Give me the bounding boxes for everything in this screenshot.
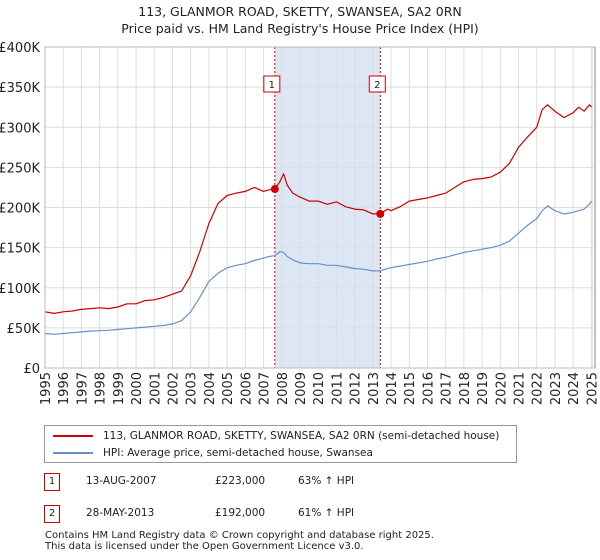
x-tick-label: 2020 — [494, 372, 509, 405]
sale-point — [376, 209, 385, 218]
footer-copyright: Contains HM Land Registry data © Crown c… — [45, 530, 434, 541]
legend-label-hpi: HPI: Average price, semi-detached house,… — [103, 447, 373, 459]
y-tick-label: £350K — [0, 81, 40, 96]
x-tick-label: 2003 — [185, 372, 200, 405]
sale-price: £192,000 — [215, 507, 266, 519]
y-tick-label: £50K — [7, 322, 41, 337]
sale-marker-number: 2 — [374, 80, 380, 91]
x-tick-label: 2009 — [294, 372, 309, 405]
x-tick-label: 2014 — [385, 372, 400, 405]
legend-item-property: 113, GLANMOR ROAD, SKETTY, SWANSEA, SA2 … — [53, 428, 499, 444]
sale-date: 13-AUG-2007 — [86, 475, 157, 487]
y-tick-label: £400K — [0, 41, 40, 56]
plot-border — [44, 46, 596, 369]
sale-marker-box — [263, 75, 281, 93]
legend-item-hpi: HPI: Average price, semi-detached house,… — [53, 445, 373, 461]
sale-marker-label: 1 — [263, 75, 281, 93]
footer: Contains HM Land Registry data © Crown c… — [45, 530, 434, 552]
sale-marker-number: 1 — [269, 80, 275, 91]
legend-swatch-hpi — [53, 452, 93, 454]
x-tick-label: 1997 — [75, 372, 90, 405]
x-tick-label: 2022 — [531, 372, 546, 405]
x-tick-label: 2007 — [258, 372, 273, 405]
sale-marker-label: 2 — [368, 75, 386, 93]
sale-marker-box — [368, 75, 386, 93]
x-tick-label: 2023 — [549, 372, 564, 405]
x-tick-label: 1998 — [94, 372, 109, 405]
x-tick-label: 2010 — [312, 372, 327, 405]
x-tick-label: 2012 — [349, 372, 364, 405]
x-tick-label: 2011 — [330, 372, 345, 405]
legend-label-property: 113, GLANMOR ROAD, SKETTY, SWANSEA, SA2 … — [103, 430, 500, 442]
sale-hpi-change: 63% ↑ HPI — [298, 475, 355, 487]
x-tick-label: 1999 — [112, 372, 127, 405]
property-price-line — [44, 104, 592, 314]
sale-point — [270, 185, 279, 194]
y-tick-label: £300K — [0, 121, 40, 136]
x-tick-label: 1996 — [57, 372, 72, 405]
sale-marker-badge: 2 — [44, 505, 60, 523]
x-tick-label: 2024 — [567, 372, 582, 405]
x-tick-label: 2005 — [221, 372, 236, 405]
x-tick-label: 2006 — [239, 372, 254, 405]
sale-row: 2 28-MAY-2013 £192,000 61% ↑ HPI — [44, 505, 444, 527]
x-tick-label: 2019 — [476, 372, 491, 405]
x-tick-label: 2025 — [585, 372, 600, 405]
y-tick-label: £0 — [23, 362, 40, 377]
hpi-line — [44, 200, 592, 335]
x-tick-label: 2015 — [403, 372, 418, 405]
x-tick-label: 1995 — [39, 372, 54, 405]
sale-hpi-change: 61% ↑ HPI — [298, 507, 355, 519]
x-tick-label: 2001 — [148, 372, 163, 405]
sale-marker-badge: 1 — [44, 473, 60, 491]
x-tick-label: 2016 — [421, 372, 436, 405]
chart-title-line1: 113, GLANMOR ROAD, SKETTY, SWANSEA, SA2 … — [138, 4, 462, 19]
x-tick-label: 2008 — [276, 372, 291, 405]
sale-date: 28-MAY-2013 — [86, 507, 155, 519]
x-tick-label: 2013 — [367, 372, 382, 405]
x-tick-label: 2017 — [440, 372, 455, 405]
x-tick-label: 2002 — [166, 372, 181, 405]
chart-title-line2: Price paid vs. HM Land Registry's House … — [121, 21, 479, 36]
y-tick-label: £200K — [0, 202, 40, 217]
x-tick-label: 2004 — [203, 372, 218, 405]
legend-swatch-property — [53, 435, 93, 437]
chart-title: 113, GLANMOR ROAD, SKETTY, SWANSEA, SA2 … — [0, 3, 600, 37]
footer-licence: This data is licensed under the Open Gov… — [45, 541, 364, 552]
y-tick-label: £250K — [0, 161, 40, 176]
x-tick-label: 2000 — [130, 372, 145, 405]
sale-price: £223,000 — [215, 475, 266, 487]
y-tick-label: £100K — [0, 282, 40, 297]
x-tick-label: 2021 — [513, 372, 528, 405]
legend: 113, GLANMOR ROAD, SKETTY, SWANSEA, SA2 … — [44, 425, 517, 463]
x-tick-label: 2018 — [458, 372, 473, 405]
y-tick-label: £150K — [0, 242, 40, 257]
sale-row: 1 13-AUG-2007 £223,000 63% ↑ HPI — [44, 473, 444, 495]
price-chart: 1 2 £0 £50K £100K £150K £200K £250K £300K £350K £4… — [0, 41, 600, 405]
